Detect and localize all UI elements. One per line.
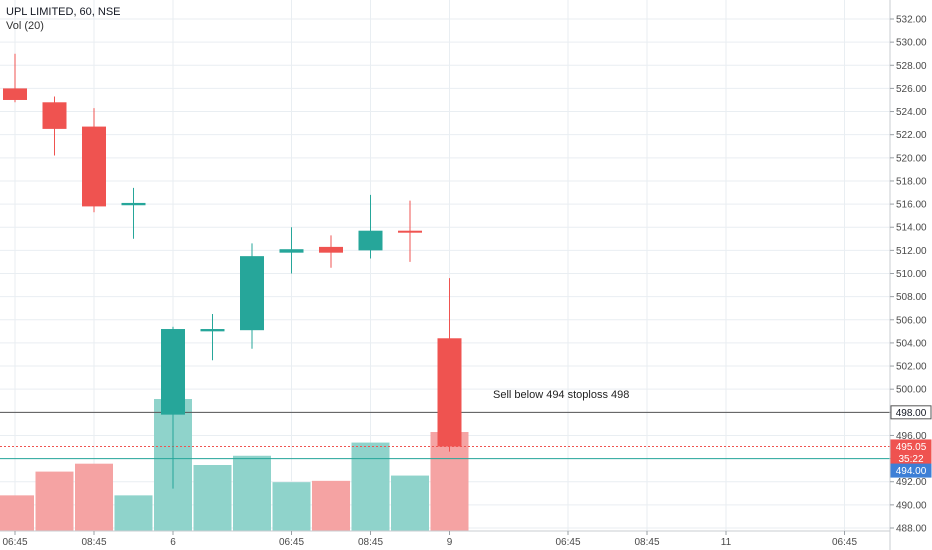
volume-indicator-label: Vol (20): [6, 20, 44, 32]
time-tick-label: 06:45: [832, 537, 857, 548]
price-tick-label: 524.00: [896, 107, 927, 118]
volume-bar: [35, 471, 74, 531]
price-tag-label: 495.05: [896, 442, 927, 453]
price-tag-label: 35:22: [898, 454, 923, 465]
volume-bar: [114, 495, 153, 531]
price-tag-label: 498.00: [896, 408, 927, 419]
chart-legend: UPL LIMITED, 60, NSE Vol (20): [6, 5, 121, 33]
price-tag: 35:22: [890, 451, 932, 466]
candle-body: [358, 230, 383, 251]
price-tick-label: 520.00: [896, 153, 927, 164]
volume-bar: [193, 465, 232, 531]
time-tick-label: 11: [721, 537, 732, 548]
volume-bars: [0, 399, 469, 531]
price-tick-label: 532.00: [896, 15, 927, 26]
chart-annotation[interactable]: Sell below 494 stoploss 498: [493, 389, 629, 401]
candle[interactable]: [358, 194, 383, 259]
candle-body: [121, 202, 146, 206]
time-tick-label: 6: [170, 537, 176, 548]
price-tick-label: 510.00: [896, 269, 927, 280]
candle-body: [82, 126, 106, 207]
candle[interactable]: [200, 313, 225, 361]
candle[interactable]: [240, 243, 264, 349]
volume-bar: [75, 463, 113, 531]
candle-body: [200, 329, 225, 332]
price-tick-label: 528.00: [896, 61, 927, 72]
time-tick-label: 06:45: [2, 537, 27, 548]
time-tick-label: 08:45: [634, 537, 659, 548]
price-tick-label: 516.00: [896, 200, 927, 211]
candle-body: [42, 102, 67, 129]
price-tag-label: 494.00: [896, 466, 927, 477]
candle-body: [161, 329, 185, 415]
chart-title: UPL LIMITED, 60, NSE: [6, 6, 121, 18]
candle-body: [279, 249, 304, 253]
candle-body: [319, 246, 343, 253]
volume-bar: [351, 442, 390, 531]
candle[interactable]: [121, 187, 146, 239]
time-tick-label: 08:45: [81, 537, 106, 548]
candle[interactable]: [3, 53, 27, 103]
candle-body: [240, 256, 264, 331]
volume-bar: [272, 482, 311, 531]
candlesticks: [3, 53, 462, 489]
volume-bar: [391, 475, 429, 531]
candle-body: [398, 230, 422, 233]
price-tick-label: 488.00: [896, 524, 927, 535]
candle[interactable]: [279, 227, 304, 274]
candle[interactable]: [82, 108, 106, 213]
price-tick-label: 500.00: [896, 385, 927, 396]
volume-bar: [233, 455, 271, 531]
price-tag-box: [890, 405, 932, 420]
price-tick-label: 514.00: [896, 223, 927, 234]
candle[interactable]: [42, 96, 67, 156]
volume-bar: [312, 480, 350, 531]
time-tick-label: 06:45: [555, 537, 580, 548]
price-tick-label: 518.00: [896, 176, 927, 187]
price-tick-label: 506.00: [896, 315, 927, 326]
time-tick-label: 08:45: [358, 537, 383, 548]
price-tag-box: [890, 463, 932, 478]
candle[interactable]: [161, 326, 185, 489]
price-tick-label: 504.00: [896, 338, 927, 349]
candle[interactable]: [398, 200, 422, 262]
price-tag: 494.00: [890, 463, 932, 478]
price-tick-label: 492.00: [896, 477, 927, 488]
time-tick-label: 9: [447, 537, 453, 548]
time-tick-label: 06:45: [279, 537, 304, 548]
candle[interactable]: [319, 235, 343, 268]
price-tag: 495.05: [890, 439, 932, 454]
price-tick-label: 526.00: [896, 84, 927, 95]
price-tag: 498.00: [890, 405, 932, 420]
price-tick-label: 530.00: [896, 38, 927, 49]
candle-body: [3, 88, 27, 100]
candle[interactable]: [437, 278, 462, 452]
time-axis[interactable]: 06:45 08:45 6 06:45 08:45 9 06:45 08:45 11 06:45: [0, 530, 890, 548]
price-tick-label: 508.00: [896, 292, 927, 303]
price-tick-label: 502.00: [896, 362, 927, 373]
candle-body: [437, 338, 462, 447]
price-tick-label: 522.00: [896, 130, 927, 141]
price-tick-label: 496.00: [896, 431, 927, 442]
price-tick-label: 512.00: [896, 246, 927, 257]
price-tick-label: 490.00: [896, 500, 927, 511]
volume-bar: [0, 495, 34, 531]
